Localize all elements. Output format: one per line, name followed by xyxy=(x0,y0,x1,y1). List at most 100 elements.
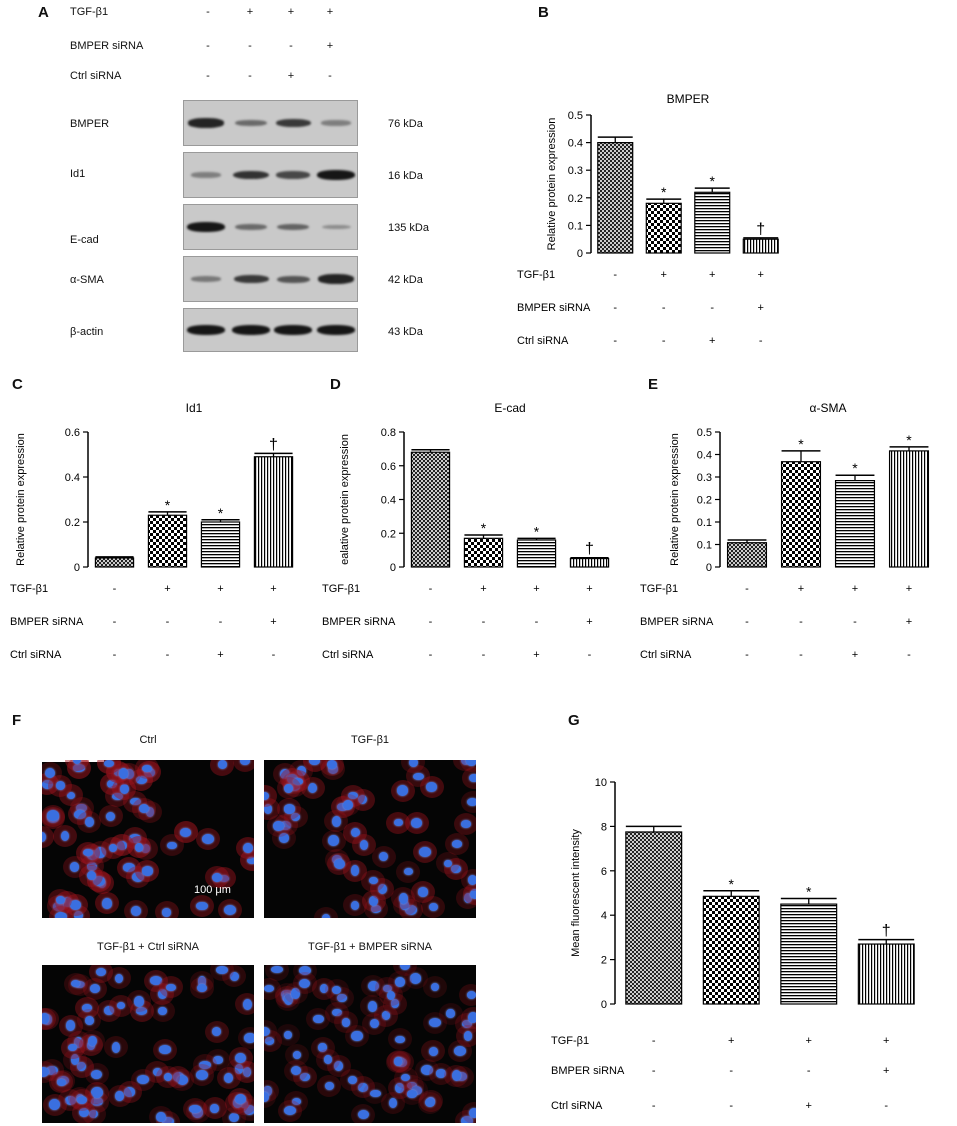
cell-nucleus xyxy=(166,983,176,991)
cell-cytoplasm xyxy=(64,760,89,772)
y-tick-label: 0 xyxy=(706,562,712,574)
cell-nucleus xyxy=(264,791,270,801)
condition-sign: - xyxy=(652,1065,656,1077)
condition-label: BMPER siRNA xyxy=(551,1065,625,1077)
blot-kda-label: 135 kDa xyxy=(388,222,429,234)
cell-nucleus xyxy=(318,1043,327,1052)
y-tick-label: 0.5 xyxy=(568,110,583,122)
condition-sign: + xyxy=(906,616,912,628)
cell-nucleus xyxy=(85,816,94,827)
cell-nucleus xyxy=(61,830,70,841)
bar xyxy=(410,451,451,568)
condition-sign: + xyxy=(883,1035,889,1047)
cell-cytoplasm xyxy=(42,1007,57,1030)
cell-nucleus xyxy=(271,966,283,974)
cell-nucleus xyxy=(62,896,73,908)
cell-nucleus xyxy=(466,797,476,806)
condition-sign: + xyxy=(270,583,276,595)
cell-nucleus xyxy=(196,983,207,992)
blot-band xyxy=(321,120,351,126)
cell-nucleus xyxy=(389,1097,398,1108)
condition-label: TGF-β1 xyxy=(517,269,555,281)
cell-nucleus xyxy=(430,982,440,992)
y-tick-label: 0.6 xyxy=(65,427,80,439)
bar xyxy=(780,461,822,568)
panel-letter-b: B xyxy=(538,4,549,21)
cell-nucleus xyxy=(197,976,207,987)
condition-sign: + xyxy=(758,302,764,314)
blot-strip xyxy=(183,100,358,146)
y-tick-label: 0.2 xyxy=(65,517,80,529)
panel-letter-f: F xyxy=(12,712,22,729)
cell-nucleus xyxy=(451,1070,461,1082)
cell-nucleus xyxy=(368,895,379,906)
cell-cytoplasm xyxy=(453,760,476,772)
cell-nucleus xyxy=(460,760,471,766)
cell-nucleus xyxy=(469,773,476,783)
bar xyxy=(645,202,682,254)
chart-mean-fluorescence: 0 2 4 6 8 10 Mean fluorescent intensity - - - * + - -… xyxy=(551,777,915,1112)
blot-kda-label: 76 kDa xyxy=(388,118,423,130)
cell-nucleus xyxy=(463,1031,473,1041)
cell-nucleus xyxy=(446,1009,455,1018)
cell-nucleus xyxy=(386,990,396,1001)
cell-nucleus xyxy=(134,996,145,1007)
cell-nucleus xyxy=(326,760,337,770)
blot-band xyxy=(233,274,269,284)
y-tick-label: 0.4 xyxy=(381,495,396,507)
cell-nucleus xyxy=(359,839,369,850)
condition-sign: + xyxy=(217,649,223,661)
significance-mark: * xyxy=(481,520,487,536)
cell-nucleus xyxy=(273,821,284,831)
blot-band xyxy=(317,274,355,284)
bar xyxy=(625,831,683,1005)
cell-nucleus xyxy=(369,1019,379,1029)
cell-nucleus xyxy=(234,1064,243,1074)
blot-condition-sign: - xyxy=(328,70,332,82)
cell-nucleus xyxy=(393,1056,403,1067)
cell-nucleus xyxy=(417,887,429,897)
bar xyxy=(888,450,930,568)
cell-nucleus xyxy=(93,875,106,887)
condition-label: TGF-β1 xyxy=(551,1035,589,1047)
cell-nucleus xyxy=(469,888,476,900)
cell-nucleus xyxy=(291,813,300,821)
cell-nucleus xyxy=(283,994,293,1006)
condition-sign: + xyxy=(709,269,715,281)
microscopy-panel-title: TGF-β1 + BMPER siRNA xyxy=(308,941,432,953)
blot-condition-sign: - xyxy=(248,70,252,82)
bar xyxy=(780,903,838,1005)
cell-nucleus xyxy=(325,1082,334,1091)
cell-nucleus xyxy=(101,898,112,909)
condition-sign: - xyxy=(588,649,592,661)
cell-nucleus xyxy=(279,820,292,830)
cell-nucleus xyxy=(135,775,148,784)
cell-nucleus xyxy=(73,911,83,918)
cell-nucleus xyxy=(73,764,86,772)
blot-strip xyxy=(183,152,358,198)
cell-nucleus xyxy=(337,803,348,811)
cell-nucleus xyxy=(72,760,82,765)
bar xyxy=(253,456,294,568)
cell-nucleus xyxy=(240,1100,249,1108)
y-tick-label: 0.8 xyxy=(381,427,396,439)
condition-sign: - xyxy=(652,1035,656,1047)
cell-nucleus xyxy=(196,1069,208,1080)
cell-nucleus xyxy=(428,1018,441,1028)
condition-label: BMPER siRNA xyxy=(10,616,84,628)
significance-mark: † xyxy=(882,923,891,940)
cell-nucleus xyxy=(82,1004,92,1012)
cell-nucleus xyxy=(351,828,360,838)
cell-nucleus xyxy=(64,1095,76,1105)
cell-nucleus xyxy=(108,843,118,853)
cell-nucleus xyxy=(70,900,82,911)
cell-nucleus xyxy=(397,785,409,796)
cell-nucleus xyxy=(119,784,129,795)
condition-sign: - xyxy=(613,302,617,314)
microscopy-image xyxy=(42,965,254,1123)
condition-sign: + xyxy=(806,1035,812,1047)
blot-protein-label: BMPER xyxy=(70,118,110,130)
condition-sign: + xyxy=(852,583,858,595)
y-tick-label: 0.1 xyxy=(697,517,712,529)
cell-nucleus xyxy=(290,782,301,791)
